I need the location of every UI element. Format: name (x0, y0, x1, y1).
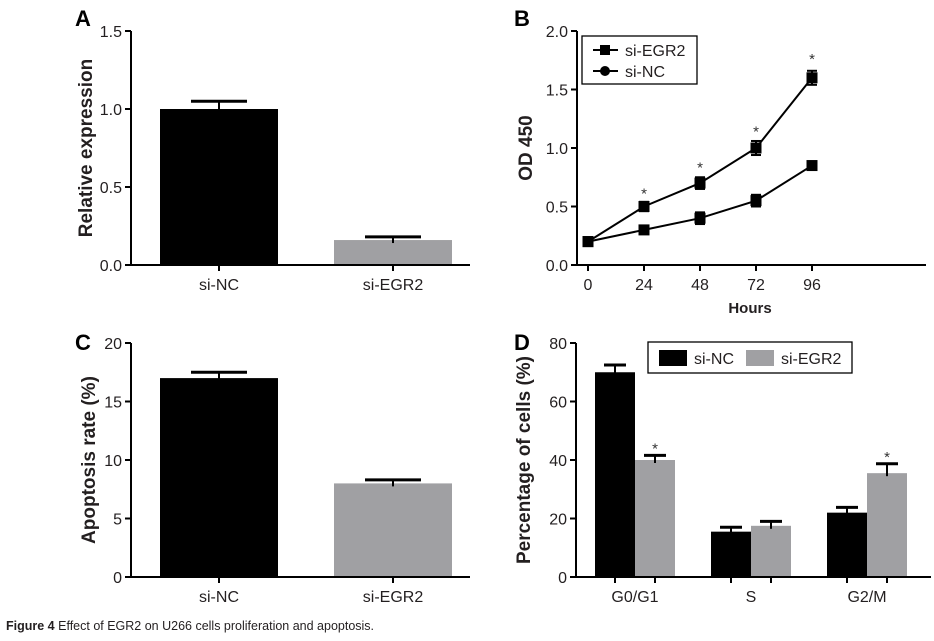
x-tick-label: si-NC (199, 277, 239, 294)
data-point (806, 160, 818, 172)
panel-d: 0 20 40 60 80 Percentage of cells (%)D * * G0/G1… (514, 330, 931, 606)
legend-swatch (659, 350, 687, 366)
data-point (582, 236, 594, 248)
series-si-nc (582, 160, 818, 248)
y-tick-label: 1.0 (546, 141, 568, 158)
panel-label: A (75, 6, 91, 31)
y-axis-title: Apoptosis rate (%) (79, 376, 100, 544)
x-tick-label: G2/M (847, 589, 886, 606)
legend-marker-square (600, 45, 610, 55)
bar-g2-m-si-nc (827, 512, 867, 577)
legend-marker-circle (600, 66, 610, 76)
y-tick-label: 40 (549, 453, 567, 470)
legend: si-EGR2 si-NC (581, 35, 698, 85)
x-tick-label: S (746, 589, 757, 606)
panel-label: B (514, 6, 530, 31)
y-tick-label: 0 (113, 570, 122, 587)
y-tick-label: 10 (104, 453, 122, 470)
x-tick-label: 24 (635, 277, 653, 294)
legend-label: si-NC (625, 64, 665, 81)
y-tick-label: 5 (113, 512, 122, 529)
bar-si-nc (160, 109, 278, 265)
y-tick-label: 2.0 (546, 24, 568, 41)
caption-text: Effect of EGR2 on U266 cells proliferati… (58, 619, 375, 633)
significance-marker: * (809, 51, 815, 68)
x-tick-label: si-EGR2 (363, 277, 424, 294)
x-tick-label: 0 (584, 277, 593, 294)
y-tick-label: 0.5 (546, 200, 568, 217)
significance-marker: * (753, 123, 759, 140)
x-axis-title: Hours (728, 300, 771, 317)
y-axis-title: OD 450 (516, 115, 537, 180)
panel-label: D (514, 330, 530, 355)
x-tick-label: si-NC (199, 589, 239, 606)
y-tick-label: 80 (549, 336, 567, 353)
legend-swatch (746, 350, 774, 366)
y-tick-label: 20 (549, 512, 567, 529)
bar-s-si-nc (711, 531, 751, 577)
panel-label: C (75, 330, 91, 355)
legend-item-si-egr2: si-EGR2 (746, 350, 842, 368)
data-point (638, 201, 650, 212)
data-point (638, 224, 650, 236)
legend-label: si-NC (694, 351, 734, 368)
y-tick-label: 0.5 (100, 180, 122, 197)
significance-marker: * (884, 449, 890, 466)
x-tick-label: 96 (803, 277, 821, 294)
data-point (750, 142, 762, 154)
significance-marker: * (697, 160, 703, 177)
panel-a: 0.0 0.5 1.0 1.5 Relative expression Asi-NC si-… (75, 6, 470, 294)
x-tick-label: si-EGR2 (363, 589, 424, 606)
significance-marker: * (652, 440, 658, 457)
caption-label: Figure 4 (6, 619, 55, 633)
x-tick-label: 72 (747, 277, 765, 294)
x-tick-label: G0/G1 (611, 589, 658, 606)
bar-si-egr2 (334, 240, 452, 265)
y-tick-label: 15 (104, 395, 122, 412)
data-point (694, 212, 706, 224)
bar-g2-m-si-egr2 (867, 473, 907, 577)
bar-si-egr2 (334, 483, 452, 577)
legend-box (581, 35, 698, 85)
legend-item-si-egr2: si-EGR2 (593, 43, 686, 60)
y-tick-label: 1.5 (546, 83, 568, 100)
bar-si-nc (160, 378, 278, 577)
significance-marker: * (641, 185, 647, 202)
x-tick-label: 48 (691, 277, 709, 294)
bar-g0-g1-si-egr2 (635, 460, 675, 577)
panel-c: 0 5 10 15 20 Apoptosis rate (%) Csi-NC si-EGR2 (75, 330, 470, 606)
y-tick-label: 0.0 (100, 258, 122, 275)
y-tick-label: 1.5 (100, 24, 122, 41)
bar-g0-g1-si-nc (595, 372, 635, 577)
y-axis-title: Percentage of cells (%) (514, 356, 535, 564)
legend-label: si-EGR2 (625, 43, 686, 60)
y-tick-label: 1.0 (100, 102, 122, 119)
legend-item-si-nc: si-NC (659, 350, 734, 368)
y-tick-label: 20 (104, 336, 122, 353)
y-tick-label: 0.0 (546, 258, 568, 275)
legend: si-NC si-EGR2 (647, 341, 853, 374)
data-point (750, 195, 762, 207)
y-axis-title: Relative expression (76, 59, 97, 237)
y-tick-label: 60 (549, 395, 567, 412)
bar-s-si-egr2 (751, 525, 791, 577)
legend-item-si-nc: si-NC (593, 64, 665, 81)
figure-caption: Figure 4 Effect of EGR2 on U266 cells pr… (6, 619, 374, 633)
data-point (694, 177, 706, 189)
legend-label: si-EGR2 (781, 351, 842, 368)
panel-b: 0.0 0.5 1.0 1.5 2.0 OD 450 B 0 24 48 72 96 Hours * * * *… (514, 6, 926, 317)
y-tick-label: 0 (558, 570, 567, 587)
data-point (806, 72, 818, 84)
